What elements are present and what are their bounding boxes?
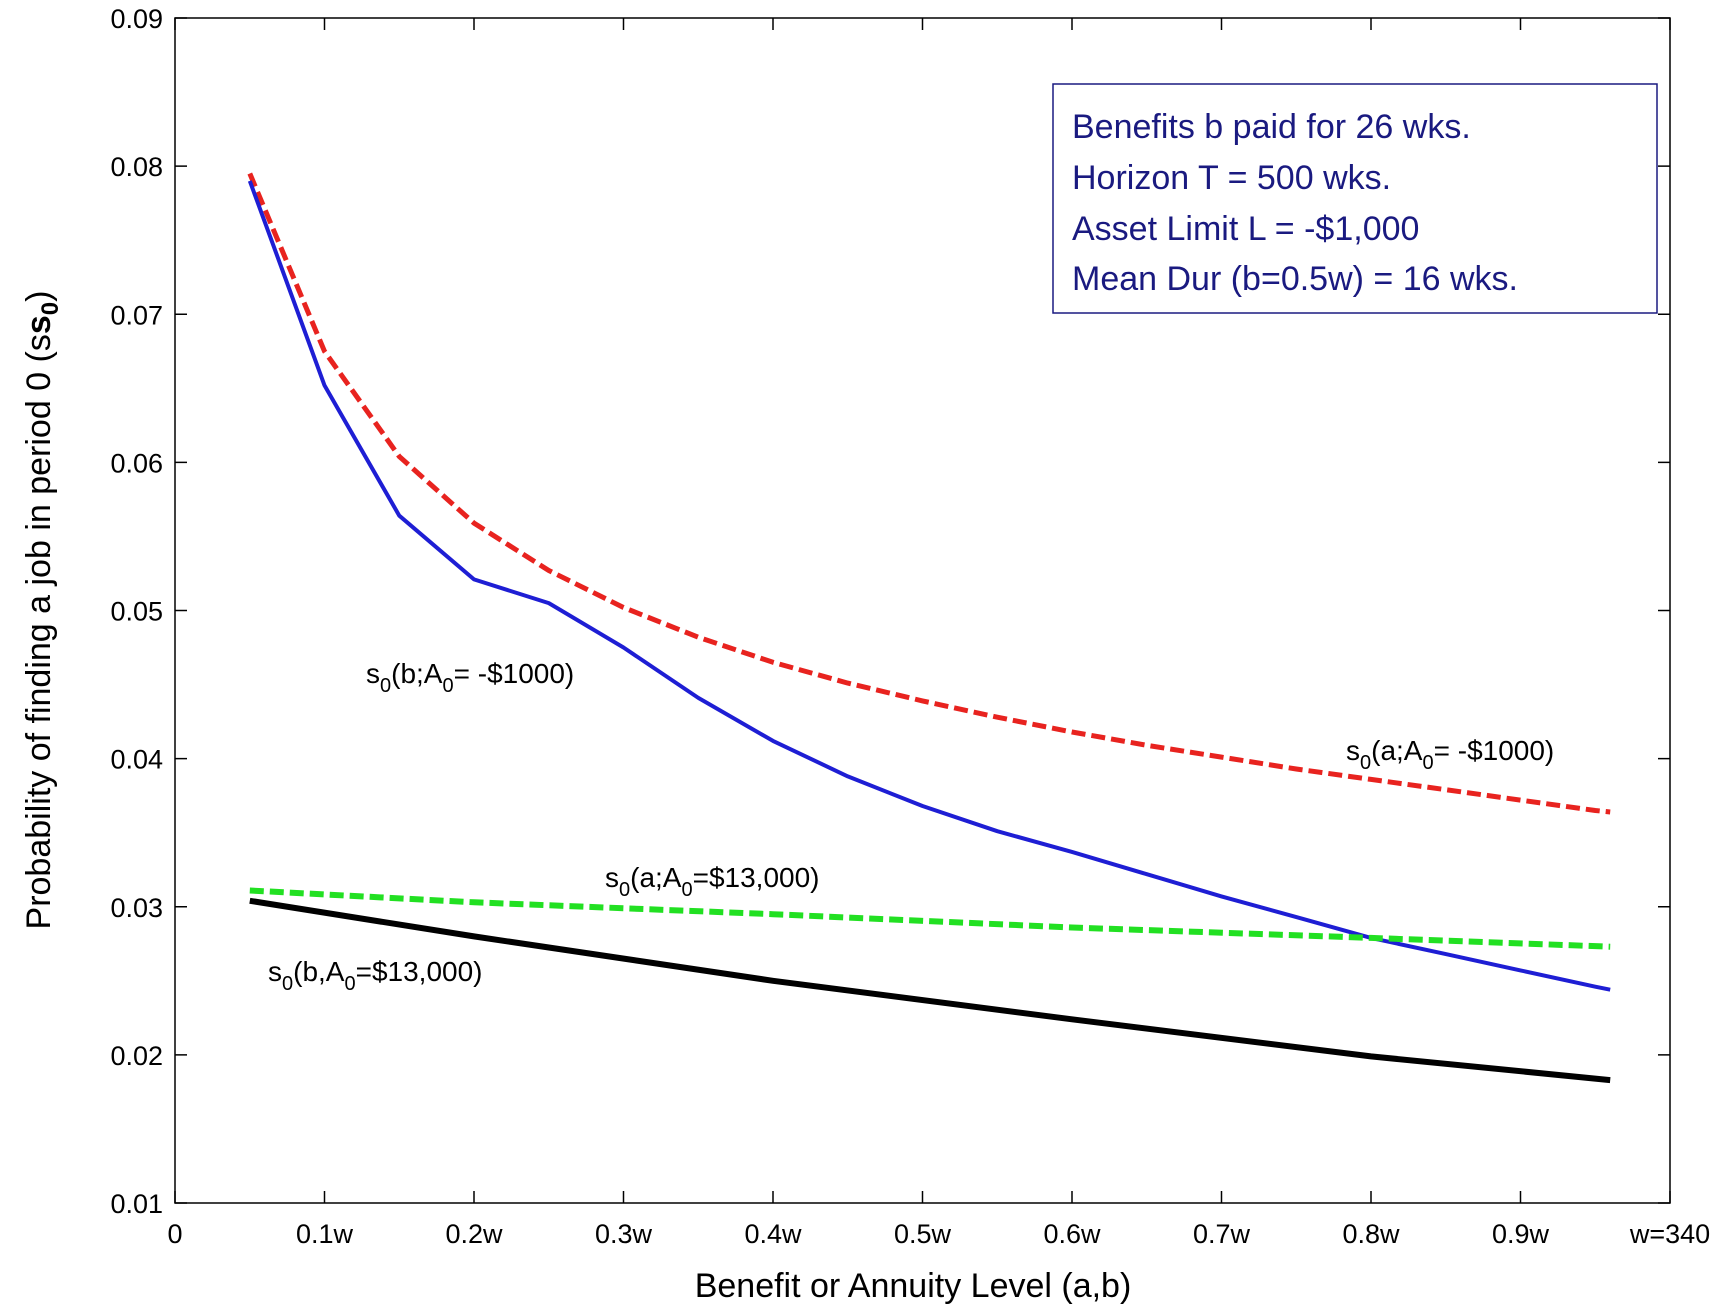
y-tick-label: 0.07 xyxy=(110,300,163,330)
info-box: Benefits b paid for 26 wks. Horizon T = … xyxy=(1052,83,1658,314)
info-box-line: Benefits b paid for 26 wks. xyxy=(1072,108,1471,146)
x-tick-label: 0.6w xyxy=(1043,1219,1101,1249)
x-tick-label: 0.3w xyxy=(595,1219,653,1249)
x-tick-label: 0.7w xyxy=(1193,1219,1251,1249)
x-tick-label: 0 xyxy=(167,1219,182,1249)
info-box-line: Asset Limit L = -$1,000 xyxy=(1072,210,1419,248)
y-axis-label: Probability of finding a job in period 0… xyxy=(20,291,64,930)
series-line-3 xyxy=(249,897,1611,1084)
x-axis-label: Benefit or Annuity Level (a,b) xyxy=(695,1267,1132,1305)
info-box-line: Horizon T = 500 wks. xyxy=(1072,159,1391,197)
x-tick-label: 0.1w xyxy=(296,1219,354,1249)
y-tick-label: 0.09 xyxy=(110,4,163,34)
y-tick-label: 0.03 xyxy=(110,893,163,923)
x-tick-label: 0.9w xyxy=(1492,1219,1550,1249)
x-tick-label: 0.4w xyxy=(744,1219,802,1249)
series-line-0 xyxy=(247,172,1611,815)
x-tick-label: 0.8w xyxy=(1342,1219,1400,1249)
x-tick-label: 0.5w xyxy=(894,1219,952,1249)
y-tick-label: 0.01 xyxy=(110,1189,163,1219)
plot-frame xyxy=(174,17,1671,1204)
x-tick-label: w=340 xyxy=(1629,1219,1710,1249)
series-line-1 xyxy=(247,180,1611,992)
info-box-frame xyxy=(1052,83,1658,314)
series-line-2 xyxy=(249,887,1611,950)
x-tick-label: 0.2w xyxy=(445,1219,503,1249)
series-label-black: s0(b,A0=$13,000) xyxy=(268,956,483,995)
y-tick-label: 0.05 xyxy=(110,597,163,627)
y-tick-label: 0.06 xyxy=(110,448,163,478)
series-label-blue: s0(b;A0= -$1000) xyxy=(366,658,574,697)
series-label-red: s0(a;A0= -$1000) xyxy=(1346,735,1554,774)
chart-marks: 0 0.1w 0.2w 0.3w 0.4w 0.5w 0.6w 0.7w 0.8w 0.9w w=3… xyxy=(110,4,1710,1249)
y-tick-label: 0.02 xyxy=(110,1041,163,1071)
y-tick-label: 0.04 xyxy=(110,745,163,775)
info-box-line: Mean Dur (b=0.5w) = 16 wks. xyxy=(1072,260,1518,298)
series-label-green: s0(a;A0=$13,000) xyxy=(605,862,820,901)
y-tick-label: 0.08 xyxy=(110,152,163,182)
